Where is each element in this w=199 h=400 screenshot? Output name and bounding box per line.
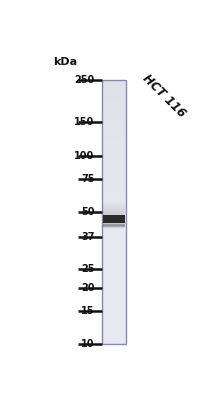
Bar [102, 80, 126, 344]
Bar [102, 124, 126, 129]
Bar [102, 138, 126, 142]
Bar [102, 160, 126, 164]
Text: 20: 20 [81, 282, 95, 292]
Bar [103, 223, 125, 226]
Bar [102, 98, 126, 102]
Bar [103, 207, 125, 208]
Bar [103, 214, 125, 215]
Bar [103, 210, 125, 211]
Bar [102, 146, 126, 151]
Bar [102, 173, 126, 177]
Bar [102, 142, 126, 146]
Bar [103, 215, 125, 223]
Bar [102, 80, 126, 85]
Text: 250: 250 [74, 75, 95, 85]
Bar [102, 177, 126, 182]
Bar [102, 85, 126, 89]
Bar [103, 203, 125, 204]
Bar [103, 212, 125, 213]
Bar [102, 190, 126, 195]
Bar [102, 208, 126, 212]
Bar [102, 168, 126, 173]
Text: HCT 116: HCT 116 [139, 72, 188, 120]
Text: 10: 10 [81, 340, 95, 350]
Bar [102, 155, 126, 160]
Text: 150: 150 [74, 117, 95, 127]
Bar [102, 164, 126, 168]
Bar [103, 206, 125, 207]
Bar [102, 89, 126, 94]
Bar [102, 111, 126, 116]
Bar [103, 209, 125, 210]
Bar [103, 213, 125, 214]
Text: 37: 37 [81, 232, 95, 242]
Bar [102, 94, 126, 98]
Bar [103, 202, 125, 203]
Bar [103, 224, 125, 227]
Bar [103, 205, 125, 206]
Bar [102, 133, 126, 138]
Bar [103, 211, 125, 212]
Bar [102, 102, 126, 107]
Text: 25: 25 [81, 264, 95, 274]
Text: 100: 100 [74, 150, 95, 160]
Bar [102, 116, 126, 120]
Text: 15: 15 [81, 306, 95, 316]
Bar [102, 151, 126, 155]
Bar [102, 186, 126, 190]
Bar [103, 226, 125, 229]
Bar [102, 199, 126, 204]
Bar [102, 129, 126, 133]
Text: kDa: kDa [53, 57, 77, 67]
Bar [103, 204, 125, 205]
Bar [103, 225, 125, 228]
Bar [102, 120, 126, 124]
Text: 50: 50 [81, 207, 95, 217]
Text: 75: 75 [81, 174, 95, 184]
Bar [102, 107, 126, 111]
Bar [102, 204, 126, 208]
Bar [103, 224, 125, 227]
Bar [103, 208, 125, 209]
Bar [102, 195, 126, 199]
Bar [102, 182, 126, 186]
